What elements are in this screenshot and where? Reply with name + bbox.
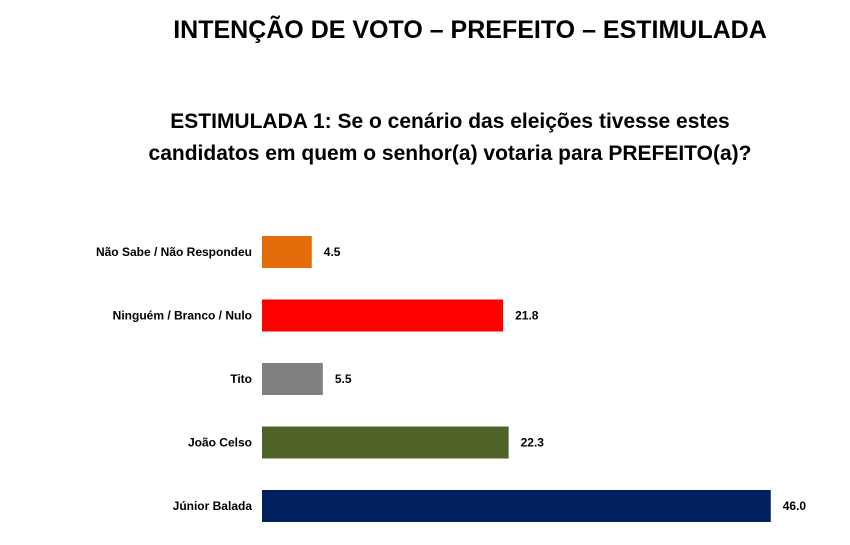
question-line-2: candidatos em quem o senhor(a) votaria p… <box>148 142 752 165</box>
value-label: 4.5 <box>324 245 341 259</box>
category-label: João Celso <box>188 436 252 450</box>
category-label: Júnior Balada <box>173 499 253 513</box>
value-label: 21.8 <box>515 309 539 323</box>
value-label: 5.5 <box>335 372 352 386</box>
category-label: Não Sabe / Não Respondeu <box>96 245 252 259</box>
bar <box>262 426 509 459</box>
value-label: 46.0 <box>783 499 807 513</box>
question-line-1: ESTIMULADA 1: Se o cenário das eleições … <box>170 110 730 133</box>
bar <box>262 490 771 522</box>
category-label: Tito <box>230 372 252 386</box>
bar <box>262 363 323 395</box>
category-label: Ninguém / Branco / Nulo <box>113 309 252 323</box>
page-title: INTENÇÃO DE VOTO – PREFEITO – ESTIMULADA <box>173 16 767 44</box>
bar <box>262 299 504 332</box>
bar <box>262 236 312 268</box>
question-text: ESTIMULADA 1: Se o cenário das eleições … <box>0 106 850 170</box>
value-label: 22.3 <box>521 436 545 450</box>
